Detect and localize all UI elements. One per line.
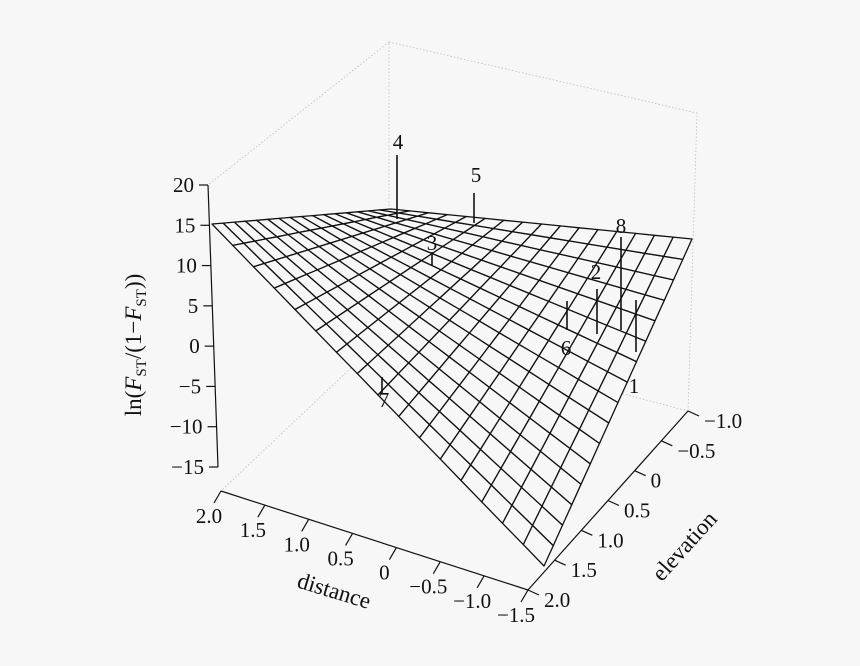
box-edge xyxy=(687,112,698,412)
z-axis-line xyxy=(207,184,219,468)
y-axis-tick xyxy=(301,518,310,532)
y-axis-tick-label: 1.5 xyxy=(240,518,266,542)
x-axis-tick xyxy=(527,589,540,596)
x-axis-tick-label: 2.0 xyxy=(544,588,570,612)
z-axis-tick-label: 5 xyxy=(188,294,199,318)
box-edge xyxy=(388,41,698,114)
x-axis-tick-label: 1.5 xyxy=(571,558,597,582)
z-axis-title: ln(FST/(1−FST)) xyxy=(121,274,150,417)
z-axis-tick-label: 10 xyxy=(176,254,197,278)
box-edge xyxy=(207,41,390,186)
surface-cell xyxy=(663,236,693,261)
y-axis-tick-label: 1.0 xyxy=(284,532,310,556)
x-axis-tick-label: −1.0 xyxy=(704,409,742,433)
surface-mesh xyxy=(211,208,693,567)
point-label-5: 5 xyxy=(471,163,482,187)
x-axis-tick xyxy=(687,410,700,417)
y-axis-tick-label: −1.5 xyxy=(497,603,535,627)
y-axis-tick xyxy=(257,504,266,518)
y-axis-tick-label: 2.0 xyxy=(196,504,222,528)
x-axis-tick xyxy=(607,499,620,507)
y-axis-tick xyxy=(345,533,354,546)
point-label-6: 6 xyxy=(561,336,572,360)
x-axis-tick xyxy=(634,470,646,477)
x-axis-tick-label: 0 xyxy=(651,469,662,493)
y-axis-tick xyxy=(476,575,485,589)
point-label-1: 1 xyxy=(629,374,640,398)
y-axis-line xyxy=(220,490,529,591)
y-axis-tick-label: 0.5 xyxy=(327,546,353,570)
point-label-3: 3 xyxy=(427,231,438,255)
point-label-2: 2 xyxy=(591,260,602,284)
point-label-7: 7 xyxy=(379,388,390,412)
z-axis-tick-label: −5 xyxy=(179,374,201,398)
y-axis-tick-label: 0 xyxy=(379,561,390,585)
x-axis-tick-label: 1.0 xyxy=(597,528,623,552)
y-axis-tick xyxy=(388,547,397,560)
z-axis-tick-label: 0 xyxy=(189,334,200,358)
x-axis-tick xyxy=(581,529,593,536)
data-points: 1 2 3 4 5 6 7 8 xyxy=(379,130,640,412)
point-label-8: 8 xyxy=(616,214,627,238)
z-axis-tick-label: 15 xyxy=(174,213,195,237)
y-axis-tick-label: −1.0 xyxy=(453,589,491,613)
axes: 20151050−5−10−152.01.51.00.50−0.5−1.0−1.… xyxy=(170,173,742,627)
y-axis-tick xyxy=(213,490,222,504)
x-axis-tick xyxy=(554,559,566,566)
x-axis-tick-label: 0.5 xyxy=(624,499,650,523)
z-axis-tick-label: −15 xyxy=(171,455,204,479)
x-axis-title: elevation xyxy=(647,506,722,586)
y-axis-tick-label: −0.5 xyxy=(409,575,447,599)
z-axis-tick-label: −10 xyxy=(170,415,203,439)
y-axis-tick xyxy=(432,561,441,575)
z-axis-tick-label: 20 xyxy=(173,173,194,197)
y-axis-tick xyxy=(520,589,529,603)
point-label-4: 4 xyxy=(393,130,404,154)
x-axis-tick xyxy=(661,440,673,447)
x-axis-tick-label: −0.5 xyxy=(677,439,715,463)
y-axis-title: distance xyxy=(295,568,374,614)
